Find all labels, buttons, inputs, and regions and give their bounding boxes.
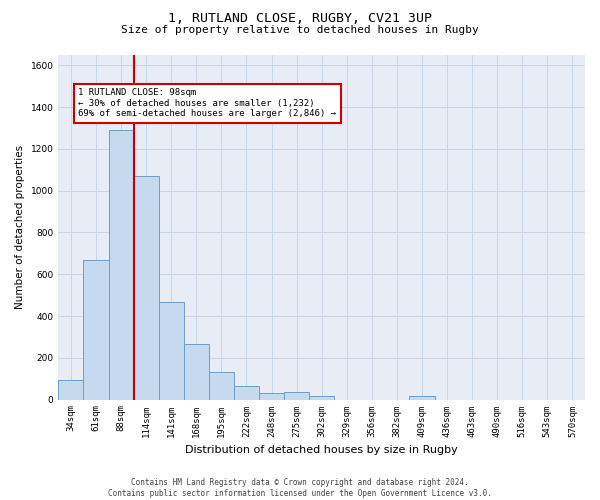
Bar [134, 176, 159, 400]
Bar [83, 260, 109, 400]
Text: Contains HM Land Registry data © Crown copyright and database right 2024.
Contai: Contains HM Land Registry data © Crown c… [108, 478, 492, 498]
Text: 1 RUTLAND CLOSE: 98sqm
← 30% of detached houses are smaller (1,232)
69% of semi-: 1 RUTLAND CLOSE: 98sqm ← 30% of detached… [79, 88, 337, 118]
X-axis label: Distribution of detached houses by size in Rugby: Distribution of detached houses by size … [185, 445, 458, 455]
Text: Size of property relative to detached houses in Rugby: Size of property relative to detached ho… [121, 25, 479, 35]
Bar [409, 396, 434, 400]
Bar [284, 392, 309, 400]
Bar [159, 302, 184, 400]
Bar [209, 372, 234, 400]
Bar [234, 386, 259, 400]
Bar [58, 380, 83, 400]
Y-axis label: Number of detached properties: Number of detached properties [15, 145, 25, 310]
Text: 1, RUTLAND CLOSE, RUGBY, CV21 3UP: 1, RUTLAND CLOSE, RUGBY, CV21 3UP [168, 12, 432, 26]
Bar [109, 130, 134, 400]
Bar [184, 344, 209, 400]
Bar [309, 396, 334, 400]
Bar [259, 394, 284, 400]
